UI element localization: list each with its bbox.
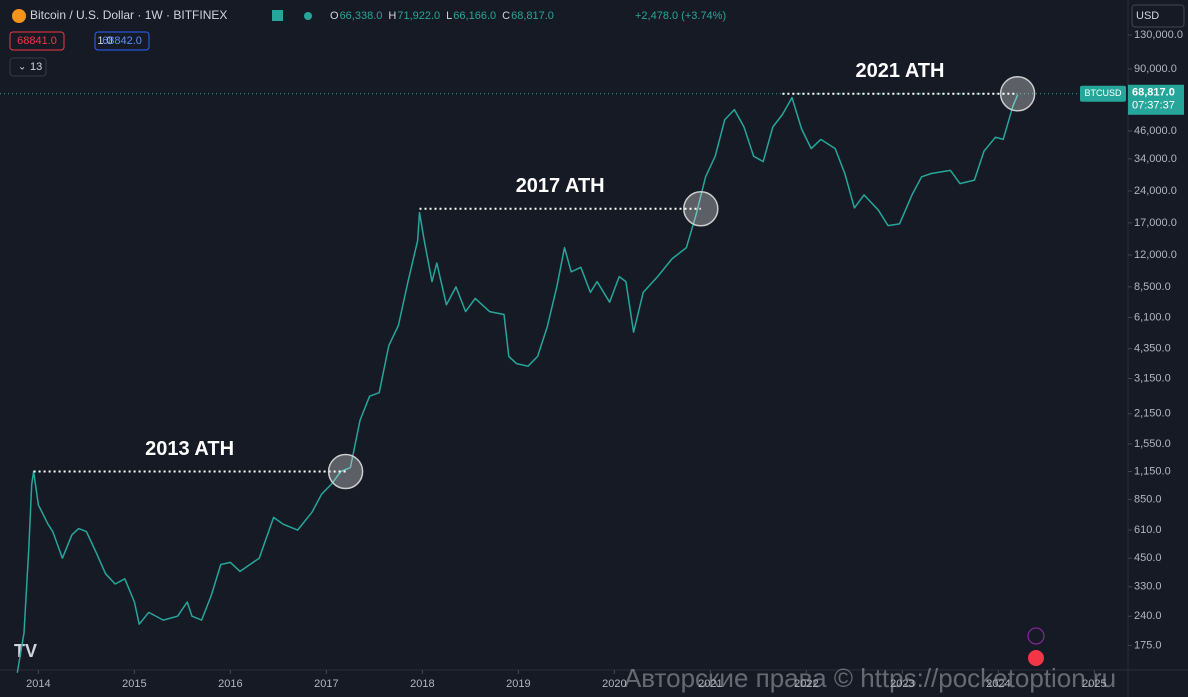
y-tick-label: 610.0 xyxy=(1134,524,1162,536)
annotation: 2013 ATH xyxy=(145,438,234,460)
symbol-title: Bitcoin / U.S. Dollar · 1W · BITFINEX xyxy=(30,8,227,22)
x-tick-label: 2022 xyxy=(794,678,818,690)
ath-marker xyxy=(999,76,1036,112)
y-tick-label: 850.0 xyxy=(1134,493,1162,505)
x-tick-label: 2017 xyxy=(314,678,338,690)
y-tick-label: 450.0 xyxy=(1134,552,1162,564)
price-tag xyxy=(1128,84,1184,115)
y-tick-label: 175.0 xyxy=(1134,639,1162,651)
x-tick-label: 2019 xyxy=(506,678,530,690)
indicators-toggle[interactable] xyxy=(9,57,47,77)
annotation: 2017 ATH xyxy=(516,175,605,197)
ohlc-label: C xyxy=(502,10,510,22)
y-tick-label: 8,500.0 xyxy=(1134,281,1171,293)
symbol-icon xyxy=(12,9,26,23)
ohlc-value: 66,166.0 xyxy=(453,10,496,22)
price-line xyxy=(16,94,1019,673)
x-tick-label: 2020 xyxy=(602,678,626,690)
x-tick-label: 2021 xyxy=(698,678,722,690)
status-dot xyxy=(304,12,312,20)
ohlc-value: 71,922.0 xyxy=(397,10,440,22)
flag-icon xyxy=(272,10,283,21)
tv-logo: TV xyxy=(14,641,37,661)
indicators-count: 13 xyxy=(30,61,42,73)
currency-button[interactable] xyxy=(1131,4,1185,28)
y-tick-label: 1,150.0 xyxy=(1134,465,1171,477)
x-tick-label: 2016 xyxy=(218,678,242,690)
y-tick-label: 6,100.0 xyxy=(1134,311,1171,323)
y-tick-label: 34,000.0 xyxy=(1134,153,1177,165)
icon[interactable] xyxy=(1028,650,1044,666)
ask-box[interactable] xyxy=(94,31,150,51)
bid-box[interactable] xyxy=(9,31,65,51)
bid: 68841.0 xyxy=(17,35,57,47)
y-tick-label: 12,000.0 xyxy=(1134,249,1177,261)
ohlc-label: H xyxy=(388,10,396,22)
y-tick-label: 130,000.0 xyxy=(1134,29,1183,41)
y-tick-label: 240.0 xyxy=(1134,610,1162,622)
y-tick-label: 24,000.0 xyxy=(1134,185,1177,197)
x-tick-label: 2014 xyxy=(26,678,50,690)
x-tick-label: 2024 xyxy=(986,678,1010,690)
y-tick-label: 4,350.0 xyxy=(1134,343,1171,355)
ohlc-label: L xyxy=(446,10,452,22)
price-tag-value: 68,817.0 xyxy=(1132,87,1175,99)
ath-marker xyxy=(683,191,719,227)
y-tick-label: 2,150.0 xyxy=(1134,408,1171,420)
x-tick-label: 2023 xyxy=(890,678,914,690)
icon[interactable] xyxy=(1027,627,1045,645)
ohlc-label: O xyxy=(330,10,339,22)
currency: USD xyxy=(1136,10,1159,22)
y-tick-label: 90,000.0 xyxy=(1134,63,1177,75)
symbol-tag-text: BTCUSD xyxy=(1084,88,1122,98)
chevron: ⌄ xyxy=(18,62,26,73)
y-tick-label: 17,000.0 xyxy=(1134,217,1177,229)
annotation: 2021 ATH xyxy=(856,60,945,82)
x-tick-label: 2015 xyxy=(122,678,146,690)
ask: 68842.0 xyxy=(102,35,142,47)
x-tick-label: 2018 xyxy=(410,678,434,690)
spread: 1.0 xyxy=(97,35,112,47)
y-tick-label: 46,000.0 xyxy=(1134,125,1177,137)
ohlc-value: 66,338.0 xyxy=(340,10,383,22)
y-tick-label: 3,150.0 xyxy=(1134,372,1171,384)
symbol-tag xyxy=(1080,85,1126,102)
ath-marker xyxy=(327,453,364,490)
x-tick-label: 2025 xyxy=(1082,678,1106,690)
y-tick-label: 1,550.0 xyxy=(1134,438,1171,450)
ohlc-value: 68,817.0 xyxy=(511,10,554,22)
countdown: 07:37:37 xyxy=(1132,100,1175,112)
y-tick-label: 330.0 xyxy=(1134,581,1162,593)
watermark: Авторские права © https://pocketoption.r… xyxy=(624,663,1116,693)
change: +2,478.0 (+3.74%) xyxy=(635,10,726,22)
